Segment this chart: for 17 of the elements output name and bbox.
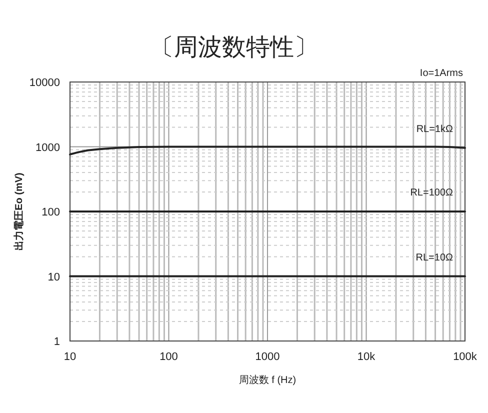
- chart-title: 〔周波数特性〕: [150, 34, 318, 61]
- x-axis-title: 周波数 f (Hz): [238, 374, 296, 386]
- x-tick-label: 10: [64, 351, 76, 363]
- y-tick-label: 10000: [29, 77, 60, 89]
- series-label: RL=10Ω: [416, 252, 454, 264]
- y-tick-label: 1: [54, 336, 60, 348]
- series-label: RL=100Ω: [410, 188, 454, 198]
- x-tick-label: 1000: [255, 351, 280, 363]
- y-tick-label: 1000: [36, 142, 60, 154]
- series-label: RL=1kΩ: [416, 124, 454, 135]
- y-axis-title: 出力電圧Eo (mV): [13, 172, 25, 250]
- y-tick-label: 100: [42, 206, 60, 218]
- text: Io=1Arms: [420, 68, 463, 79]
- x-tick-label: 10k: [357, 351, 376, 363]
- x-tick-label: 100: [160, 351, 178, 363]
- x-tick-label: 100k: [453, 351, 478, 363]
- y-tick-label: 10: [48, 271, 60, 284]
